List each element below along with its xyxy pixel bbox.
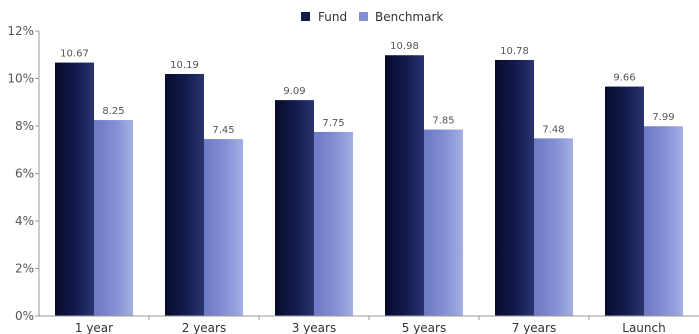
legend-swatch-benchmark [359, 12, 368, 21]
x-axis: 1 year 2 years 3 years 5 years 7 years Launch [39, 315, 699, 334]
data-label-benchmark-6: 7.99 [652, 112, 674, 123]
data-label-benchmark-5: 7.48 [542, 124, 564, 135]
bar-benchmark-1 [94, 120, 133, 316]
data-label-fund-2: 10.19 [170, 60, 199, 71]
data-label-fund-1: 10.67 [60, 49, 89, 60]
x-category-label: 3 years [292, 321, 336, 334]
bars-group [55, 55, 683, 317]
bar-benchmark-2 [204, 139, 243, 316]
y-tick-label: 6% [15, 167, 34, 181]
y-axis: 0% 2% 4% 6% 8% 10% 12% [7, 24, 40, 323]
x-category-label: Launch [622, 321, 665, 334]
y-tick-label: 10% [7, 72, 34, 86]
data-label-fund-5: 10.78 [500, 46, 529, 57]
bar-fund-6 [605, 86, 644, 316]
bar-benchmark-5 [534, 138, 573, 316]
x-category-label: 5 years [402, 321, 446, 334]
y-tick-label: 8% [15, 119, 34, 133]
data-label-benchmark-4: 7.85 [432, 116, 454, 127]
bar-benchmark-6 [644, 126, 683, 316]
x-category-label: 1 year [75, 321, 113, 334]
data-label-fund-6: 9.66 [613, 73, 635, 84]
y-tick-label: 0% [15, 309, 34, 323]
bar-benchmark-4 [424, 129, 463, 316]
bar-fund-2 [165, 73, 204, 316]
legend: Fund Benchmark [301, 10, 443, 24]
legend-swatch-fund [301, 12, 310, 21]
legend-label-benchmark: Benchmark [375, 10, 443, 24]
data-labels-group: 10.67 10.19 9.09 10.98 10.78 9.66 8.25 7.45 7.75… [60, 41, 674, 136]
bar-fund-3 [275, 100, 314, 316]
bar-fund-4 [385, 55, 424, 316]
bar-fund-1 [55, 62, 94, 317]
y-tick-label: 2% [15, 262, 34, 276]
data-label-fund-3: 9.09 [283, 86, 305, 97]
data-label-benchmark-3: 7.75 [322, 118, 344, 129]
legend-label-fund: Fund [318, 10, 347, 24]
x-category-label: 2 years [182, 321, 226, 334]
y-tick-label: 12% [7, 24, 34, 38]
bar-benchmark-3 [314, 131, 353, 316]
bar-fund-5 [495, 59, 534, 316]
data-label-fund-4: 10.98 [390, 41, 419, 52]
data-label-benchmark-2: 7.45 [212, 125, 234, 136]
x-category-label: 7 years [512, 321, 556, 334]
data-label-benchmark-1: 8.25 [102, 106, 124, 117]
y-tick-label: 4% [15, 214, 34, 228]
